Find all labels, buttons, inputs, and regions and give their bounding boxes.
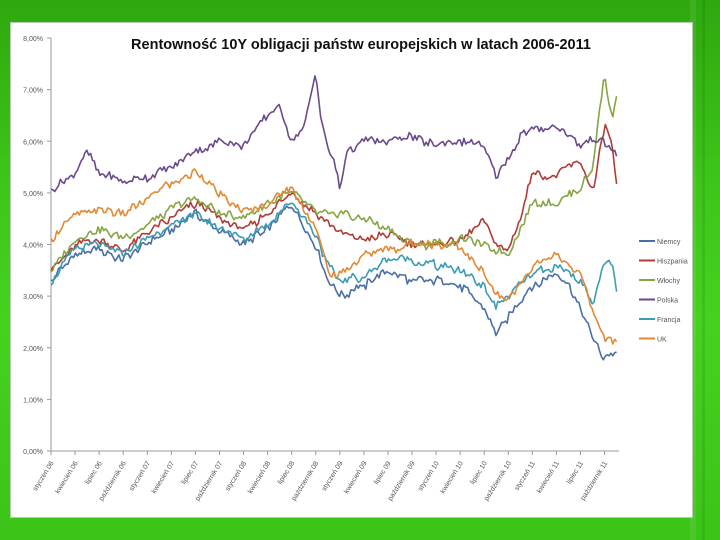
x-tick-label: lipiec 10: [469, 460, 489, 486]
y-tick-label: 8,00%: [23, 36, 43, 43]
x-tick-label: kwiecień 10: [440, 460, 465, 495]
line-chart: Rentowność 10Y obligacji państw europejs…: [23, 36, 688, 502]
legend-label: UK: [657, 337, 667, 344]
x-tick-label: styczeń 06: [32, 460, 56, 492]
y-tick-label: 3,00%: [23, 294, 43, 301]
background-stripe: [690, 0, 696, 540]
x-tick-label: styczeń 08: [225, 460, 249, 492]
x-tick-label: lipiec 08: [277, 460, 297, 486]
x-tick-label: kwiecień 06: [54, 460, 79, 495]
x-tick-label: lipiec 09: [373, 460, 393, 486]
legend-label: Hiszpania: [657, 259, 688, 266]
x-tick-label: lipiec 11: [566, 460, 585, 485]
y-tick-label: 5,00%: [23, 191, 43, 198]
x-tick-label: październik 06: [98, 460, 128, 502]
x-tick-label: kwiecień 11: [536, 460, 561, 494]
series-line-uk: [50, 168, 618, 345]
legend-label: Włochy: [657, 278, 680, 285]
x-tick-label: październik 07: [194, 460, 224, 502]
y-tick-label: 1,00%: [23, 397, 43, 404]
series-line-polska: [50, 75, 618, 193]
x-tick-label: kwiecień 07: [151, 460, 176, 495]
series-line-niemcy: [50, 205, 617, 361]
y-tick-label: 0,00%: [23, 449, 43, 456]
x-tick-label: październik 08: [291, 460, 321, 502]
x-tick-label: styczeń 09: [321, 460, 345, 492]
y-axis: 0,00% 1,00% 2,00% 3,00% 4,00% 5,00% 6,00% 7,00%…: [23, 36, 52, 456]
x-tick-label: styczeń 07: [128, 460, 152, 492]
series-line-wochy: [50, 78, 618, 273]
chart-panel: Rentowność 10Y obligacji państw europejs…: [10, 22, 693, 518]
y-tick-label: 4,00%: [23, 243, 43, 250]
legend-label: Niemcy: [657, 239, 681, 246]
legend-label: Francja: [657, 317, 680, 324]
chart-title: Rentowność 10Y obligacji państw europejs…: [131, 37, 591, 53]
series-line-francja: [50, 202, 618, 310]
x-tick-label: kwiecień 08: [247, 460, 272, 495]
series-line-hiszpania: [50, 123, 618, 272]
legend: Niemcy Hiszpania Włochy Polska Francja UK: [639, 239, 688, 344]
x-tick-label: styczeń 10: [417, 460, 441, 492]
background-stripe: [702, 0, 705, 540]
x-tick-label: styczeń 11: [514, 460, 537, 492]
x-tick-label: lipiec 07: [181, 460, 201, 486]
x-tick-label: lipiec 06: [84, 460, 104, 486]
x-tick-label: październik 11: [580, 460, 610, 502]
legend-label: Polska: [657, 298, 678, 305]
x-tick-label: kwiecień 09: [343, 460, 368, 495]
x-tick-label: październik 10: [483, 460, 513, 502]
series-lines: [50, 75, 618, 361]
x-tick-label: październik 09: [387, 460, 417, 502]
y-tick-label: 7,00%: [23, 88, 43, 95]
y-tick-label: 2,00%: [23, 346, 43, 353]
y-tick-label: 6,00%: [23, 139, 43, 146]
